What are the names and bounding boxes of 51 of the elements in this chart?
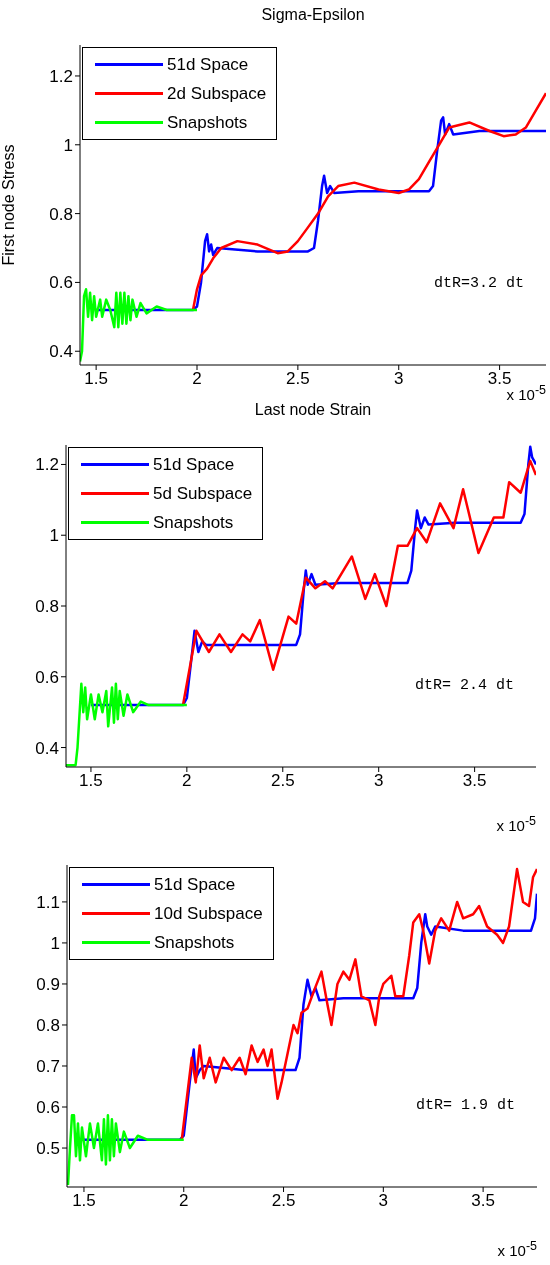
x-tick-label: 2.5: [271, 1191, 296, 1211]
legend-label: Snapshots: [154, 932, 235, 954]
y-tick-label: 1.2: [35, 455, 59, 475]
y-tick-label: 0.4: [35, 738, 59, 758]
x-tick-label: 3: [394, 369, 404, 389]
y-tick-label: 1.1: [36, 892, 60, 912]
y-tick-label: 0.6: [36, 1098, 60, 1118]
x-tick-label: 2.5: [286, 369, 310, 389]
x-tick-label: 3: [373, 771, 384, 791]
chart-title: Sigma-Epsilon: [260, 6, 366, 24]
y-tick-label: 1: [49, 526, 59, 546]
legend-label: 2d Subspace: [167, 83, 267, 105]
annotation: dtR=3.2 dt: [433, 275, 524, 293]
x-tick-label: 1.5: [84, 369, 108, 389]
x-tick-label: 2: [192, 369, 202, 389]
y-tick-label: 0.7: [36, 1057, 60, 1077]
x-tick-label: 2: [182, 771, 192, 791]
legend-label: 5d Subspace: [153, 483, 253, 505]
y-tick-label: 0.6: [49, 273, 73, 293]
x-tick-label: 1.5: [79, 771, 103, 791]
annotation: dtR= 2.4 dt: [414, 676, 514, 694]
legend-label: 51d Space: [153, 454, 235, 476]
legend-label: 51d Space: [154, 874, 236, 896]
y-tick-label: 0.8: [36, 1016, 60, 1036]
annotation: dtR= 1.9 dt: [415, 1096, 515, 1114]
x-tick-label: 3.5: [471, 1191, 495, 1211]
x-tick-label: 1.5: [72, 1191, 96, 1211]
y-tick-label: 1: [63, 135, 73, 155]
y-tick-label: 0.8: [35, 597, 59, 617]
y-tick-label: 0.9: [36, 974, 60, 994]
line-series: [66, 682, 189, 767]
y-tick-label: 0.6: [35, 667, 59, 687]
x-tick-label: 3.5: [462, 771, 487, 791]
y-tick-label: 0.8: [49, 204, 73, 224]
y-tick-label: 1.2: [49, 67, 73, 86]
y-tick-label: 1: [50, 933, 60, 953]
x-tick-label: 2.5: [270, 771, 295, 791]
legend-label: Snapshots: [153, 512, 234, 534]
legend-label: 51d Space: [167, 54, 249, 76]
legend-label: Snapshots: [167, 112, 248, 134]
line-series: [80, 288, 199, 363]
x-tick-label: 2: [179, 1191, 189, 1211]
y-axis-title: First node Stress: [0, 144, 17, 266]
y-tick-label: 0.4: [49, 342, 73, 362]
text: x 10$^{-5}$: [497, 1239, 537, 1259]
x-tick-label: 3: [378, 1191, 389, 1211]
text: x 10$^{-5}$: [496, 814, 536, 834]
y-tick-label: 0.5: [36, 1139, 60, 1159]
legend-label: 10d Subspace: [154, 903, 263, 925]
line-series: [67, 1113, 185, 1187]
x-axis-title: Last node Strain: [254, 401, 372, 418]
